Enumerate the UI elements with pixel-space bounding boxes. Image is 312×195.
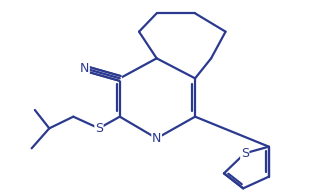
Text: S: S bbox=[95, 122, 103, 135]
Text: N: N bbox=[152, 132, 161, 145]
Text: S: S bbox=[241, 147, 249, 160]
Text: N: N bbox=[80, 62, 89, 75]
